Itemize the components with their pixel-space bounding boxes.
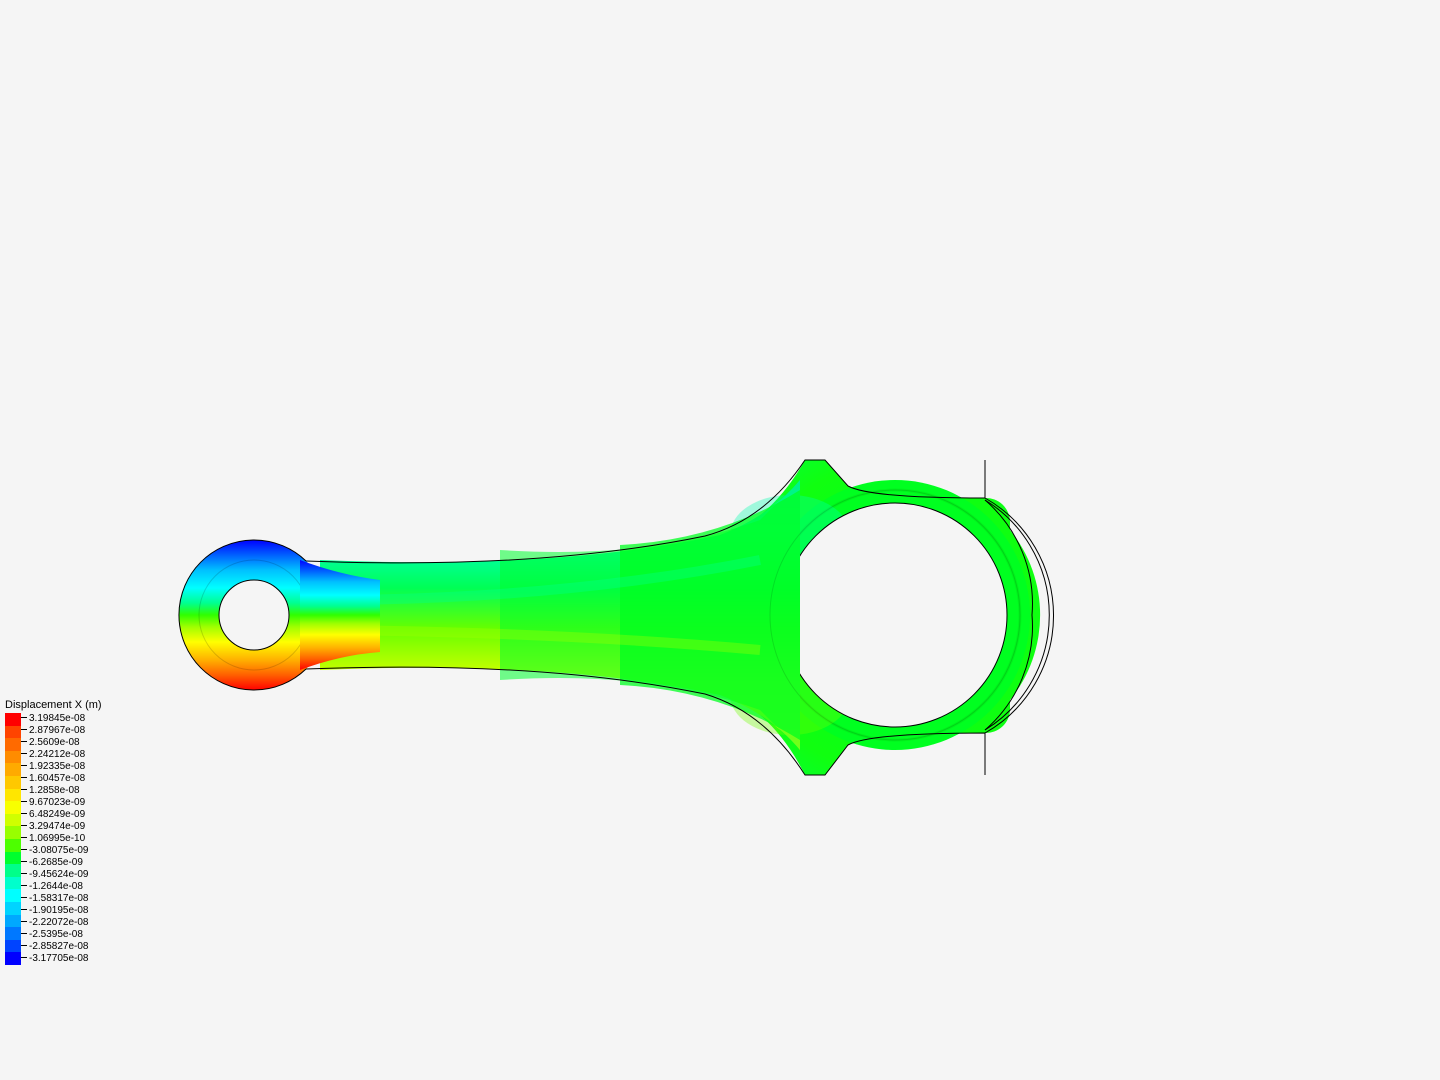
- legend-label: -3.08075e-09: [21, 845, 89, 857]
- legend-swatch: [5, 814, 21, 827]
- shank: [320, 480, 800, 750]
- legend-label: 1.2858e-08: [21, 785, 89, 797]
- legend-swatch: [5, 952, 21, 965]
- legend-label: -1.58317e-08: [21, 893, 89, 905]
- legend-label: -2.85827e-08: [21, 941, 89, 953]
- legend-swatch: [5, 763, 21, 776]
- legend-swatch: [5, 839, 21, 852]
- legend-swatch: [5, 852, 21, 865]
- legend-label: -1.90195e-08: [21, 905, 89, 917]
- legend-swatch: [5, 826, 21, 839]
- legend-swatch: [5, 889, 21, 902]
- legend-label: 6.48249e-09: [21, 809, 89, 821]
- legend-label: 1.60457e-08: [21, 773, 89, 785]
- legend-label: 3.29474e-09: [21, 821, 89, 833]
- legend-labels: 3.19845e-082.87967e-082.5609e-082.24212e…: [21, 713, 89, 965]
- legend-label: 1.06995e-10: [21, 833, 89, 845]
- legend-title: Displacement X (m): [5, 699, 102, 711]
- legend-label: -9.45624e-09: [21, 869, 89, 881]
- legend-label: 2.24212e-08: [21, 749, 89, 761]
- legend-swatch: [5, 915, 21, 928]
- legend-swatch: [5, 864, 21, 877]
- legend-label: 3.19845e-08: [21, 713, 89, 725]
- legend-label: -2.22072e-08: [21, 917, 89, 929]
- legend-swatch: [5, 713, 21, 726]
- legend-label: 2.5609e-08: [21, 737, 89, 749]
- legend-label: 1.92335e-08: [21, 761, 89, 773]
- legend-swatch: [5, 940, 21, 953]
- legend-colorbar: [5, 713, 21, 965]
- legend-swatch: [5, 789, 21, 802]
- color-legend: Displacement X (m) 3.19845e-082.87967e-0…: [5, 699, 102, 965]
- legend-label: 2.87967e-08: [21, 725, 89, 737]
- legend-swatch: [5, 877, 21, 890]
- fea-model-render: [0, 0, 1440, 1080]
- legend-label: -3.17705e-08: [21, 953, 89, 965]
- legend-swatch: [5, 738, 21, 751]
- legend-swatch: [5, 902, 21, 915]
- legend-swatch: [5, 927, 21, 940]
- legend-label: -1.2644e-08: [21, 881, 89, 893]
- legend-swatch: [5, 726, 21, 739]
- legend-swatch: [5, 776, 21, 789]
- legend-swatch: [5, 801, 21, 814]
- legend-label: 9.67023e-09: [21, 797, 89, 809]
- legend-swatch: [5, 751, 21, 764]
- legend-label: -6.2685e-09: [21, 857, 89, 869]
- simulation-viewport[interactable]: Displacement X (m) 3.19845e-082.87967e-0…: [0, 0, 1440, 1080]
- legend-label: -2.5395e-08: [21, 929, 89, 941]
- big-end-bore: [783, 503, 1007, 727]
- small-end-bore: [219, 580, 289, 650]
